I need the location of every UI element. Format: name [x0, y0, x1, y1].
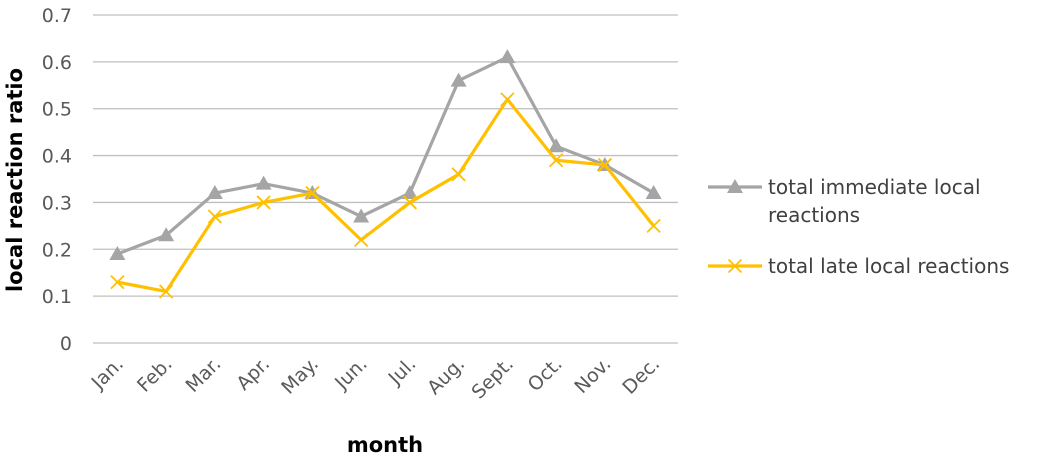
series-line	[116, 55, 655, 256]
legend: total immediate local reactions total late…	[708, 175, 1009, 278]
data-point-marker	[109, 245, 126, 260]
legend-label: reactions	[768, 203, 860, 227]
x-tick-label: Jul.	[384, 353, 421, 390]
series-2	[110, 92, 661, 299]
legend-item: total late local reactions	[708, 254, 1009, 278]
x-tick-label: Oct.	[524, 353, 567, 396]
data-point-marker	[353, 208, 370, 223]
y-tick-label: 0.4	[42, 146, 72, 168]
x-tick-label: Aug.	[423, 353, 469, 399]
data-point-marker	[451, 167, 466, 182]
x-tick-label: May.	[277, 353, 323, 399]
data-point-marker	[499, 49, 516, 64]
data-point-marker	[158, 284, 174, 299]
gridlines	[93, 14, 678, 344]
data-point-marker	[206, 185, 223, 200]
series-1	[109, 49, 662, 260]
x-tick-label: Feb.	[133, 353, 177, 397]
x-axis-ticks: Jan. Feb. Mar. Apr. May. Jun. Jul. Aug.Sept. Oct…	[87, 353, 664, 403]
data-point-marker	[548, 153, 564, 168]
x-tick-label: Mar.	[181, 353, 225, 397]
data-point-marker	[353, 232, 369, 248]
y-tick-label: 0.6	[42, 52, 72, 74]
y-tick-label: 0	[60, 333, 72, 355]
y-axis-title: local reaction ratio	[3, 68, 27, 292]
data-point-marker	[256, 195, 271, 210]
legend-label: total immediate local	[768, 175, 981, 199]
x-tick-label: Jun.	[330, 353, 372, 395]
series-line	[117, 97, 655, 294]
data-point-marker	[597, 157, 613, 173]
y-tick-label: 0.5	[42, 99, 72, 121]
data-point-marker	[645, 185, 662, 200]
legend-label: total late local reactions	[768, 254, 1009, 278]
y-tick-label: 0.3	[42, 192, 72, 214]
data-point-marker	[646, 218, 661, 233]
data-point-marker	[402, 195, 418, 210]
x-tick-label: Dec.	[618, 353, 664, 399]
data-point-marker	[548, 138, 565, 153]
y-tick-label: 0.2	[42, 239, 72, 261]
data-point-marker	[401, 185, 418, 200]
legend-marker	[727, 258, 743, 274]
data-point-marker	[255, 175, 272, 190]
series-layer	[109, 49, 662, 299]
y-axis-ticks: 0 0.1 0.2 0.3 0.4 0.5 0.6 0.7	[42, 5, 72, 355]
y-tick-label: 0.7	[42, 5, 72, 27]
data-point-marker	[207, 209, 223, 224]
legend-marker	[727, 179, 743, 193]
data-point-marker	[500, 92, 515, 107]
x-axis-title: month	[347, 433, 423, 457]
data-point-marker	[305, 185, 320, 201]
x-tick-label: Apr.	[232, 353, 274, 395]
legend-item: total immediate local reactions	[708, 175, 981, 227]
y-tick-label: 0.1	[42, 286, 72, 308]
x-tick-label: Nov.	[570, 353, 615, 398]
data-point-marker	[158, 227, 175, 242]
data-point-marker	[110, 274, 125, 290]
data-point-marker	[450, 72, 467, 87]
x-tick-label: Sept.	[467, 353, 517, 403]
x-tick-label: Jan.	[87, 353, 128, 394]
